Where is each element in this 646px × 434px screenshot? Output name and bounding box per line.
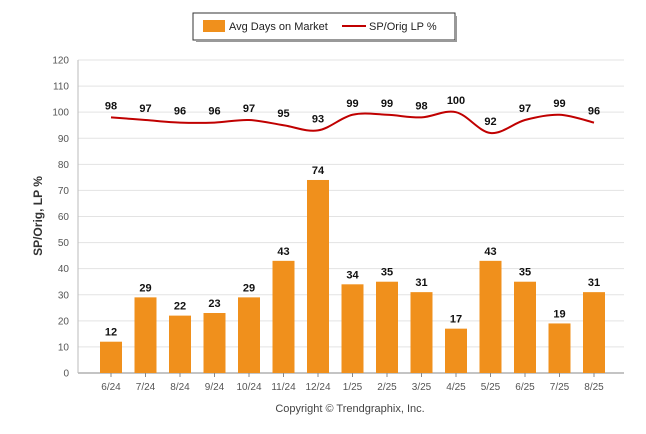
y-tick-label: 0 (63, 369, 69, 380)
y-axis: 0 10 20 30 40 50 60 70 80 90 100 110 120 (52, 56, 79, 380)
bar (272, 260, 295, 373)
line-value-label: 100 (447, 95, 465, 107)
bar (203, 313, 226, 373)
x-tick-label: 8/24 (170, 382, 190, 393)
y-tick-label: 110 (53, 82, 69, 93)
bar-value-label: 74 (312, 165, 325, 177)
legend-box-shadow (455, 16, 457, 42)
x-tick-label: 10/24 (236, 382, 261, 393)
line-value-label: 95 (277, 108, 289, 120)
legend-swatch-bar (203, 20, 225, 32)
bar (100, 341, 122, 373)
line-series: 98 97 96 96 97 95 93 99 99 98 100 92 97 99 96 (105, 95, 600, 135)
bar (134, 297, 157, 373)
y-tick-label: 90 (58, 134, 70, 145)
line-value-label: 98 (105, 100, 117, 112)
bar (376, 281, 398, 373)
bar-value-label: 43 (277, 246, 289, 258)
bar-value-label: 31 (415, 277, 427, 289)
bar (238, 297, 260, 373)
legend-label-bar: Avg Days on Market (229, 21, 328, 33)
x-tick-label: 6/25 (515, 382, 535, 393)
footer-copyright: Copyright © Trendgraphix, Inc. (275, 403, 424, 415)
x-tick-label: 7/25 (550, 382, 570, 393)
bar (583, 292, 605, 373)
bar (307, 179, 329, 373)
y-tick-label: 30 (58, 290, 70, 301)
bar (410, 292, 433, 373)
x-tick-label: 9/24 (205, 382, 225, 393)
bar-value-label: 34 (346, 269, 359, 281)
x-tick-label: 8/25 (584, 382, 604, 393)
bar (169, 315, 191, 373)
line-value-label: 97 (519, 103, 531, 115)
line-value-label: 98 (415, 100, 427, 112)
x-axis: 6/24 7/24 8/24 9/24 10/24 11/24 12/24 1/25 2/25 3… (101, 373, 604, 393)
line-value-label: 99 (381, 98, 393, 110)
bar-value-label: 35 (519, 267, 531, 279)
bar-value-label: 29 (243, 282, 255, 294)
y-tick-label: 10 (58, 342, 70, 353)
series-line (110, 110, 595, 135)
legend-label-line: SP/Orig LP % (369, 21, 437, 33)
y-tick-label: 40 (58, 264, 70, 275)
y-tick-label: 60 (58, 212, 70, 223)
bar-value-label: 23 (208, 298, 220, 310)
y-tick-label: 120 (52, 56, 69, 67)
bar-value-label: 17 (450, 314, 462, 326)
x-tick-label: 7/24 (136, 382, 156, 393)
y-tick-label: 100 (52, 108, 69, 119)
bar-value-label: 22 (174, 301, 186, 313)
bar-series: 12 29 22 23 29 43 74 34 35 31 17 43 35 19 31 (100, 165, 605, 373)
x-tick-label: 3/25 (412, 382, 432, 393)
legend-box-shadow-bottom (196, 40, 457, 42)
x-tick-label: 12/24 (305, 382, 330, 393)
y-axis-title: SP/Orig, LP % (31, 176, 45, 256)
line-value-label: 96 (208, 106, 220, 118)
y-tick-label: 80 (58, 160, 70, 171)
bar-value-label: 43 (484, 246, 496, 258)
legend: Avg Days on Market SP/Orig LP % (192, 12, 457, 42)
y-tick-label: 20 (58, 316, 70, 327)
bar (548, 323, 571, 373)
x-tick-label: 11/24 (271, 382, 296, 393)
line-value-label: 97 (139, 103, 151, 115)
bar-value-label: 31 (588, 277, 600, 289)
bar (479, 260, 502, 373)
x-tick-label: 5/25 (481, 382, 501, 393)
bar-value-label: 19 (553, 308, 565, 320)
line-value-label: 96 (174, 106, 186, 118)
line-value-label: 92 (484, 116, 496, 128)
x-tick-label: 1/25 (343, 382, 363, 393)
line-value-label: 99 (346, 98, 358, 110)
line-value-label: 99 (553, 98, 565, 110)
line-value-label: 97 (243, 103, 255, 115)
bar (514, 281, 536, 373)
y-tick-label: 70 (58, 186, 70, 197)
x-tick-label: 6/24 (101, 382, 121, 393)
bar-value-label: 12 (105, 327, 117, 339)
x-tick-label: 2/25 (377, 382, 397, 393)
x-tick-label: 4/25 (446, 382, 466, 393)
line-value-label: 93 (312, 113, 324, 125)
legend-box (192, 12, 456, 41)
y-tick-label: 50 (58, 238, 70, 249)
bar-value-label: 29 (139, 282, 151, 294)
line-value-label: 96 (588, 106, 600, 118)
bar (341, 284, 364, 373)
bar-value-label: 35 (381, 267, 393, 279)
bar (445, 328, 467, 373)
